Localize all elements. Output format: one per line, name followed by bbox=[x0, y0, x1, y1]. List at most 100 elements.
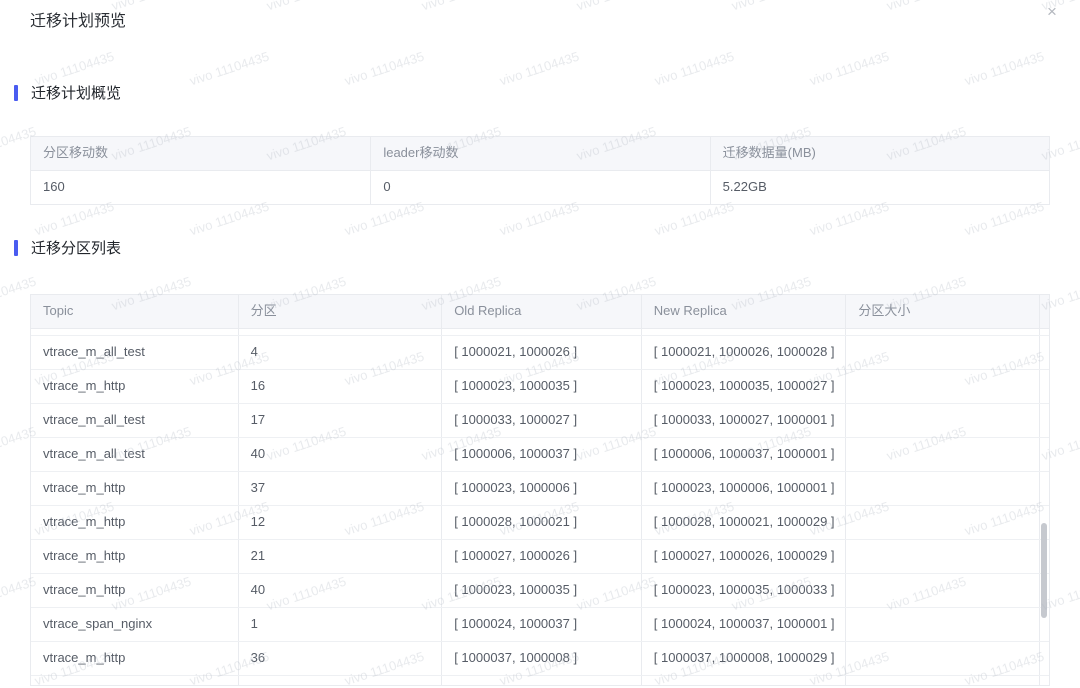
watermark-text: vivo 11104435 bbox=[265, 0, 348, 13]
table-cell: [ 1000006, 1000037, 1000001 ] bbox=[640, 438, 846, 471]
table-cell: vtrace_m_http bbox=[43, 582, 126, 597]
column-header-old-replica: Old Replica bbox=[441, 295, 641, 328]
table-cell: [ 1000037, 1000008 ] bbox=[441, 642, 641, 675]
partition-table-body: vtrace_m_all_test 4[ 1000021, 1000026 ][ … bbox=[31, 329, 1049, 685]
table-cell: 1 bbox=[237, 608, 442, 641]
column-header-partition: 分区 bbox=[237, 295, 442, 328]
table-cell: 40 bbox=[237, 574, 442, 607]
table-cell: vtrace_m_all_test bbox=[43, 344, 145, 359]
column-header-new-replica: New Replica bbox=[640, 295, 846, 328]
table-cell: vtrace_m_http bbox=[43, 480, 126, 495]
table-cell bbox=[845, 676, 1039, 685]
table-row: vtrace_m_http 16[ 1000023, 1000035 ][ 100… bbox=[31, 370, 1049, 404]
column-header-topic: Topic bbox=[43, 303, 74, 318]
table-cell bbox=[845, 642, 1039, 675]
table-cell bbox=[845, 336, 1039, 369]
scrollbar-gutter bbox=[1039, 642, 1049, 675]
overview-section-header: 迁移计划概览 bbox=[14, 82, 121, 103]
watermark-text: vivo 11104435 bbox=[187, 48, 271, 89]
table-cell bbox=[845, 329, 1039, 335]
table-cell: [ 1000023, 1000035, 1000033 ] bbox=[640, 574, 846, 607]
table-row bbox=[31, 676, 1049, 685]
scrollbar-gutter bbox=[1039, 574, 1049, 607]
watermark-text: vivo 11104435 bbox=[575, 0, 658, 13]
overview-table: 分区移动数 leader移动数 迁移数据量(MB) 160 0 5.22GB bbox=[30, 136, 1050, 205]
watermark-text: vivo 11104435 bbox=[420, 0, 503, 13]
scrollbar-gutter bbox=[1039, 404, 1049, 437]
table-cell bbox=[441, 676, 641, 685]
column-header-partition-moves: 分区移动数 bbox=[43, 145, 109, 160]
table-cell: [ 1000023, 1000035, 1000027 ] bbox=[640, 370, 846, 403]
table-cell bbox=[31, 676, 238, 685]
watermark-text: vivo 11104435 bbox=[652, 48, 736, 89]
watermark-text: vivo 11104435 bbox=[342, 48, 426, 89]
table-cell: 40 bbox=[237, 438, 442, 471]
table-cell: [ 1000033, 1000027 ] bbox=[441, 404, 641, 437]
table-cell: 36 bbox=[237, 642, 442, 675]
table-cell bbox=[845, 574, 1039, 607]
scrollbar-gutter bbox=[1039, 438, 1049, 471]
column-header-data-volume: 迁移数据量(MB) bbox=[709, 137, 1049, 170]
table-cell: [ 1000028, 1000021, 1000029 ] bbox=[640, 506, 846, 539]
scrollbar-gutter bbox=[1039, 336, 1049, 369]
table-cell: 4 bbox=[237, 336, 442, 369]
table-cell: 12 bbox=[237, 506, 442, 539]
leader-moves-value: 0 bbox=[370, 171, 709, 204]
overview-section-title: 迁移计划概览 bbox=[31, 85, 122, 102]
table-cell bbox=[237, 676, 442, 685]
column-header-leader-moves: leader移动数 bbox=[370, 137, 709, 170]
table-cell: [ 1000023, 1000035 ] bbox=[441, 370, 641, 403]
table-cell: [ 1000023, 1000006, 1000001 ] bbox=[640, 472, 846, 505]
table-cell bbox=[845, 404, 1039, 437]
section-accent-bar bbox=[14, 84, 18, 101]
watermark-text: vivo 11104435 bbox=[497, 48, 581, 89]
table-cell: 16 bbox=[237, 370, 442, 403]
table-cell: [ 1000027, 1000026, 1000029 ] bbox=[640, 540, 846, 573]
table-cell: [ 1000028, 1000021 ] bbox=[441, 506, 641, 539]
close-icon[interactable]: × bbox=[1047, 2, 1057, 21]
table-cell bbox=[640, 329, 846, 335]
table-cell: vtrace_m_http bbox=[43, 548, 126, 563]
column-header-partition-size: 分区大小 bbox=[845, 295, 1039, 328]
table-cell: [ 1000023, 1000035 ] bbox=[441, 574, 641, 607]
watermark-text: vivo 11104435 bbox=[730, 0, 813, 13]
table-cell: vtrace_m_http bbox=[43, 514, 126, 529]
scrollbar-gutter bbox=[1039, 295, 1049, 328]
table-row: vtrace_m_http 37[ 1000023, 1000006 ][ 100… bbox=[31, 472, 1049, 506]
scrollbar-gutter bbox=[1039, 370, 1049, 403]
table-cell: 17 bbox=[237, 404, 442, 437]
table-cell: [ 1000024, 1000037, 1000001 ] bbox=[640, 608, 846, 641]
table-cell: [ 1000023, 1000006 ] bbox=[441, 472, 641, 505]
scrollbar-gutter bbox=[1039, 472, 1049, 505]
table-cell: [ 1000033, 1000027, 1000001 ] bbox=[640, 404, 846, 437]
data-volume-value: 5.22GB bbox=[709, 171, 1049, 204]
table-cell: [ 1000021, 1000026 ] bbox=[441, 336, 641, 369]
watermark-text: vivo 11104435 bbox=[962, 48, 1046, 89]
watermark-text: vivo 11104435 bbox=[807, 48, 891, 89]
table-cell bbox=[237, 329, 442, 335]
watermark-text: vivo 11104435 bbox=[885, 0, 968, 13]
partitions-section-header: 迁移分区列表 bbox=[14, 237, 121, 258]
section-accent-bar bbox=[14, 239, 18, 256]
scrollbar-gutter bbox=[1039, 506, 1049, 539]
table-cell: [ 1000027, 1000026 ] bbox=[441, 540, 641, 573]
table-cell: [ 1000037, 1000008, 1000029 ] bbox=[640, 642, 846, 675]
table-row: vtrace_m_http 40[ 1000023, 1000035 ][ 100… bbox=[31, 574, 1049, 608]
table-row: vtrace_m_http 21[ 1000027, 1000026 ][ 100… bbox=[31, 540, 1049, 574]
table-cell bbox=[845, 506, 1039, 539]
scrollbar-gutter bbox=[1039, 676, 1049, 685]
table-cell: vtrace_m_http bbox=[43, 378, 126, 393]
table-cell bbox=[845, 370, 1039, 403]
table-cell: vtrace_m_all_test bbox=[43, 412, 145, 427]
table-row bbox=[31, 329, 1049, 336]
table-cell bbox=[845, 472, 1039, 505]
vertical-scrollbar-thumb[interactable] bbox=[1041, 523, 1047, 618]
table-cell: 21 bbox=[237, 540, 442, 573]
scrollbar-gutter bbox=[1039, 329, 1049, 335]
table-cell: [ 1000021, 1000026, 1000028 ] bbox=[640, 336, 846, 369]
table-row: vtrace_m_http 36[ 1000037, 1000008 ][ 100… bbox=[31, 642, 1049, 676]
overview-table-header: 分区移动数 leader移动数 迁移数据量(MB) bbox=[31, 137, 1049, 171]
partitions-section-title: 迁移分区列表 bbox=[31, 240, 122, 257]
partition-moves-value: 160 bbox=[43, 179, 65, 194]
scrollbar-gutter bbox=[1039, 540, 1049, 573]
